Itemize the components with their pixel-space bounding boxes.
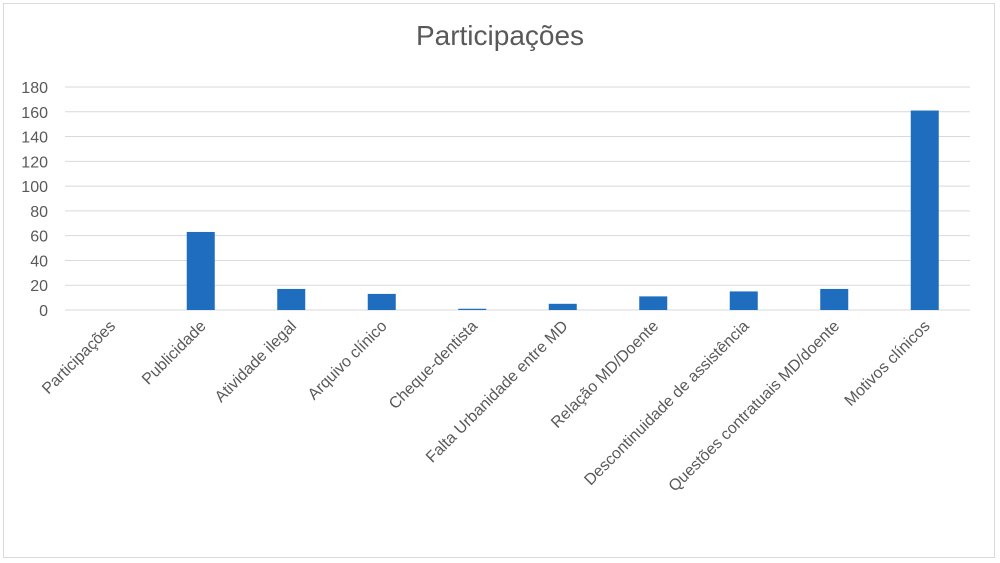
bar xyxy=(367,293,396,310)
y-tick-label: 120 xyxy=(21,154,48,171)
x-tick-label: Questões contratuais MD/doente xyxy=(666,318,843,495)
x-tick-label: Participações xyxy=(39,318,119,398)
gridlines xyxy=(65,86,970,311)
x-tick-label: Arquivo clínico xyxy=(305,318,391,404)
x-tick-label: Descontinuidade de assistência xyxy=(581,318,752,489)
bar xyxy=(458,308,487,310)
y-tick-label: 80 xyxy=(30,204,48,221)
y-tick-label: 160 xyxy=(21,105,48,122)
x-tick-label: Atividade ilegal xyxy=(212,318,300,406)
bar xyxy=(548,303,577,310)
y-tick-label: 140 xyxy=(21,130,48,147)
x-tick-label: Publicidade xyxy=(139,318,210,389)
x-tick-label: Falta Urbanidade entre MD xyxy=(423,318,571,466)
x-tick-label: Motivos clínicos xyxy=(842,318,934,410)
bar xyxy=(820,288,849,310)
y-tick-label: 40 xyxy=(30,253,48,270)
chart-frame xyxy=(3,3,995,558)
x-axis: Participações Publicidade Atividade ilegal… xyxy=(39,318,933,495)
chart-title: Participações xyxy=(415,20,585,51)
y-tick-label: 100 xyxy=(21,179,48,196)
bar xyxy=(639,296,668,310)
bar xyxy=(729,291,758,310)
y-tick-label: 20 xyxy=(30,278,48,295)
y-tick-label: 180 xyxy=(21,80,48,97)
y-tick-label: 60 xyxy=(30,229,48,246)
bar xyxy=(910,110,939,311)
x-tick-label: Cheque-dentista xyxy=(386,318,481,413)
bar xyxy=(186,231,215,310)
bars xyxy=(186,110,939,311)
bar xyxy=(277,288,306,310)
y-axis: 0 20 40 60 80 100 120 140 160 180 xyxy=(21,80,48,320)
y-tick-label: 0 xyxy=(39,303,48,320)
